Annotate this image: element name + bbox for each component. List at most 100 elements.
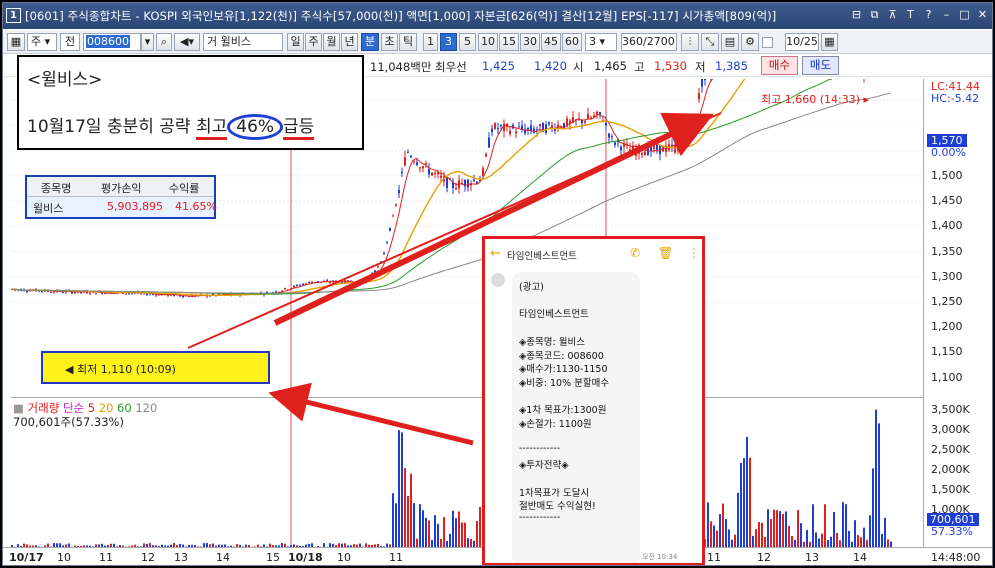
volume-bar	[32, 545, 34, 548]
volume-bar	[353, 544, 355, 548]
search-icon[interactable]: ⌕	[156, 33, 172, 51]
y-tick: 1,350	[931, 245, 963, 258]
volume-bar	[182, 544, 184, 548]
volume-bar	[110, 543, 112, 548]
interval-3[interactable]: 3	[440, 33, 457, 51]
message-line: 절반매도 수익실현!	[519, 501, 596, 513]
back-arrow-icon[interactable]: ←	[490, 246, 501, 261]
volume-bar	[833, 511, 835, 548]
volume-bar	[455, 518, 457, 548]
interval-15[interactable]: 15	[499, 33, 519, 51]
volume-bar	[17, 544, 19, 548]
code-dropdown-icon[interactable]: ▾	[141, 33, 154, 51]
pnl-table: 종목명 평가손익 수익률 윌비스 5,903,895 41.65%	[25, 175, 217, 219]
period-minute[interactable]: 분	[361, 33, 379, 51]
volume-bar	[188, 544, 190, 548]
volume-bar	[107, 545, 109, 548]
pnl-col-return: 수익률	[169, 182, 200, 195]
volume-bar	[20, 545, 22, 548]
vol-tick: 2,000K	[931, 463, 970, 476]
low-price: 1,385	[715, 59, 748, 73]
interval-45[interactable]: 45	[541, 33, 561, 51]
volume-tag: 700,601	[927, 513, 979, 526]
interval-1[interactable]: 1	[423, 33, 438, 51]
link-icon[interactable]: ⊟	[851, 8, 862, 21]
stock-name-field[interactable]: 거 윌비스	[203, 33, 283, 51]
chart-settings-icon[interactable]: ▦	[7, 33, 25, 51]
font-icon[interactable]: T	[907, 8, 914, 21]
volume-bar	[368, 544, 370, 548]
period-day[interactable]: 일	[287, 33, 304, 51]
trend-tool-icon[interactable]: ⤡	[701, 33, 719, 51]
candle-body	[422, 166, 424, 169]
candle-body	[26, 290, 28, 292]
best-bid: 1,420	[534, 59, 567, 73]
volume-bar	[248, 544, 250, 548]
period-week[interactable]: 주	[305, 33, 322, 51]
volume-bar	[152, 545, 154, 548]
volume-bar	[224, 544, 226, 548]
date-checkbox[interactable]	[762, 37, 773, 48]
volume-bar	[281, 543, 283, 548]
gear-icon[interactable]: ⚙	[741, 33, 759, 51]
stock-code-input[interactable]: 008600	[83, 33, 141, 51]
buy-button[interactable]: 매수	[761, 56, 798, 75]
candle-body	[497, 128, 499, 130]
volume-bar	[881, 533, 883, 548]
date-field[interactable]: 10/25	[785, 33, 819, 51]
custom-interval-select[interactable]: 3 ▾	[585, 33, 617, 51]
high-price: 1,530	[654, 59, 687, 73]
more-icon[interactable]: ⋮	[688, 246, 700, 260]
period-tick[interactable]: 틱	[399, 33, 417, 51]
volume-bar	[836, 532, 838, 548]
candle-body	[704, 74, 706, 81]
volume-bar	[410, 473, 412, 548]
help-icon[interactable]: ?	[925, 8, 932, 21]
period-month[interactable]: 월	[323, 33, 340, 51]
volume-bar	[56, 543, 58, 548]
volume-bar	[704, 538, 706, 548]
interval-30[interactable]: 30	[520, 33, 540, 51]
volume-bar	[854, 520, 856, 548]
close-icon[interactable]: ✕	[977, 8, 988, 21]
speaker-icon[interactable]: ◀▾	[174, 33, 200, 51]
pin-icon[interactable]: ⊼	[888, 8, 897, 21]
call-icon[interactable]: ✆	[630, 246, 641, 260]
period-year[interactable]: 년	[341, 33, 358, 51]
save-icon[interactable]: ▤	[721, 33, 739, 51]
volume-bar	[323, 543, 325, 548]
sell-button[interactable]: 매도	[802, 56, 839, 75]
volume-bar	[365, 543, 367, 548]
x-label: 15	[266, 551, 280, 564]
interval-10[interactable]: 10	[478, 33, 498, 51]
pnl-row[interactable]: 윌비스 5,903,895 41.65%	[27, 197, 217, 217]
volume-bar	[479, 507, 481, 548]
interval-5[interactable]: 5	[459, 33, 476, 51]
message-line: ◈매수가:1130-1150	[519, 364, 608, 376]
volume-bar	[239, 544, 241, 548]
period-second[interactable]: 초	[381, 33, 398, 51]
minimize-icon[interactable]: –	[943, 8, 950, 21]
candle-tool-icon[interactable]: ⫶	[681, 33, 699, 51]
data-count-field[interactable]: 360/2700	[621, 33, 677, 51]
message-line: ◈비중: 10% 분할매수	[519, 377, 610, 389]
y-axis[interactable]: LC:41.44 HC:-5.42 1,570 0.00% 1,500 1,45…	[923, 79, 992, 547]
volume-bar	[860, 537, 862, 548]
volume-bar	[167, 545, 169, 548]
volume-bar	[215, 545, 217, 548]
x-label: 14	[216, 551, 230, 564]
candle-body	[698, 93, 700, 100]
calendar-icon[interactable]: ▦	[821, 33, 838, 51]
interval-60[interactable]: 60	[562, 33, 582, 51]
volume-plot[interactable]: ■ 거래량 단순 5 20 60 120 700,601주(57.33%)	[11, 397, 923, 548]
trash-icon[interactable]: 🗑	[658, 246, 674, 260]
volume-bar	[104, 545, 106, 548]
volume-bar	[68, 543, 70, 548]
maximize-icon[interactable]: □	[959, 8, 970, 21]
volume-bar	[719, 514, 721, 548]
volume-bar	[299, 545, 301, 548]
popup-icon[interactable]: ⧉	[870, 8, 879, 21]
market-all-select[interactable]: 전	[60, 33, 80, 51]
market-select[interactable]: 주 ▾	[27, 33, 57, 51]
volume-bar	[782, 513, 784, 548]
